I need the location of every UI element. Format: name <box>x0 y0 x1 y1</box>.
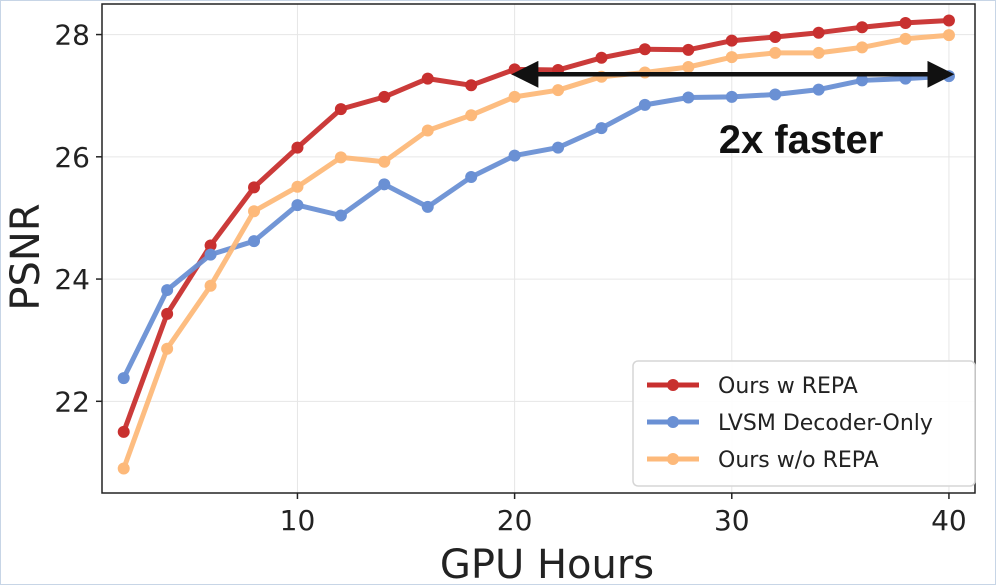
data-point <box>204 239 217 252</box>
data-point <box>725 51 738 64</box>
axis-ticks: 10 20 30 40 22 24 26 28 <box>54 19 966 537</box>
x-axis-title: GPU Hours <box>440 542 654 586</box>
data-point <box>682 91 695 104</box>
data-point <box>508 90 521 103</box>
data-point <box>378 155 391 168</box>
x-tick-label: 20 <box>497 504 533 537</box>
data-point <box>248 205 261 218</box>
y-tick-label: 22 <box>54 385 90 418</box>
data-point <box>942 29 955 42</box>
data-point <box>769 31 782 44</box>
data-point <box>378 90 391 103</box>
legend-item: LVSM Decoder-Only <box>647 411 933 436</box>
data-point <box>204 279 217 292</box>
legend-item: Ours w/o REPA <box>647 448 879 473</box>
data-point <box>161 284 174 297</box>
legend-swatch-marker <box>667 379 679 391</box>
data-point <box>161 342 174 355</box>
data-point <box>465 79 478 92</box>
data-point <box>942 14 955 27</box>
series-line <box>121 73 952 381</box>
data-point <box>248 181 261 194</box>
legend-box <box>632 360 976 487</box>
data-point <box>899 32 912 45</box>
data-point <box>682 43 695 56</box>
data-point <box>291 199 304 212</box>
series-ours-w-o-repa <box>117 29 955 475</box>
data-point <box>465 109 478 122</box>
legend-label: Ours w/o REPA <box>718 448 879 473</box>
y-tick-label: 24 <box>54 263 90 296</box>
legend-swatch-marker <box>667 453 679 465</box>
data-point <box>769 46 782 59</box>
data-point <box>812 46 825 59</box>
annotation-group: 2x faster <box>511 60 955 162</box>
legend-swatch-marker <box>667 416 679 428</box>
data-point <box>334 151 347 164</box>
data-point <box>334 209 347 222</box>
legend-label: LVSM Decoder-Only <box>718 411 933 436</box>
data-point <box>899 16 912 29</box>
data-point <box>638 43 651 56</box>
data-point <box>856 41 869 54</box>
x-tick-label: 40 <box>931 504 967 537</box>
legend-label: Ours w REPA <box>718 374 858 399</box>
speedup-annotation: 2x faster <box>719 118 884 162</box>
data-point <box>725 34 738 47</box>
data-point <box>812 83 825 96</box>
data-point <box>812 26 825 39</box>
data-point <box>682 60 695 73</box>
series-group <box>117 14 955 475</box>
data-point <box>378 178 391 191</box>
data-point <box>291 141 304 154</box>
data-point <box>291 180 304 193</box>
y-tick-label: 28 <box>54 19 90 52</box>
data-point <box>552 141 565 154</box>
data-point <box>421 72 434 85</box>
data-point <box>161 307 174 320</box>
data-point <box>769 88 782 101</box>
plot-area <box>101 3 976 494</box>
y-axis-title: PSNR <box>3 203 49 310</box>
data-point <box>725 90 738 103</box>
data-point <box>117 372 130 385</box>
x-tick-label: 10 <box>280 504 316 537</box>
data-point <box>334 103 347 116</box>
data-point <box>595 122 608 135</box>
data-point <box>856 21 869 34</box>
legend: Ours w REPA LVSM Decoder-Only Ours w/o REP… <box>632 360 976 487</box>
y-tick-label: 26 <box>54 141 90 174</box>
data-point <box>421 200 434 213</box>
data-point <box>508 149 521 162</box>
series-lvsm-decoder-only <box>117 70 955 385</box>
data-point <box>117 425 130 438</box>
series-line <box>121 32 952 472</box>
data-point <box>595 51 608 64</box>
x-tick-label: 30 <box>714 504 750 537</box>
data-point <box>552 84 565 97</box>
legend-item: Ours w REPA <box>647 374 858 399</box>
data-point <box>248 235 261 248</box>
data-point <box>117 462 130 475</box>
data-point <box>421 124 434 137</box>
data-point <box>204 248 217 261</box>
data-point <box>465 170 478 183</box>
data-point <box>638 98 651 111</box>
